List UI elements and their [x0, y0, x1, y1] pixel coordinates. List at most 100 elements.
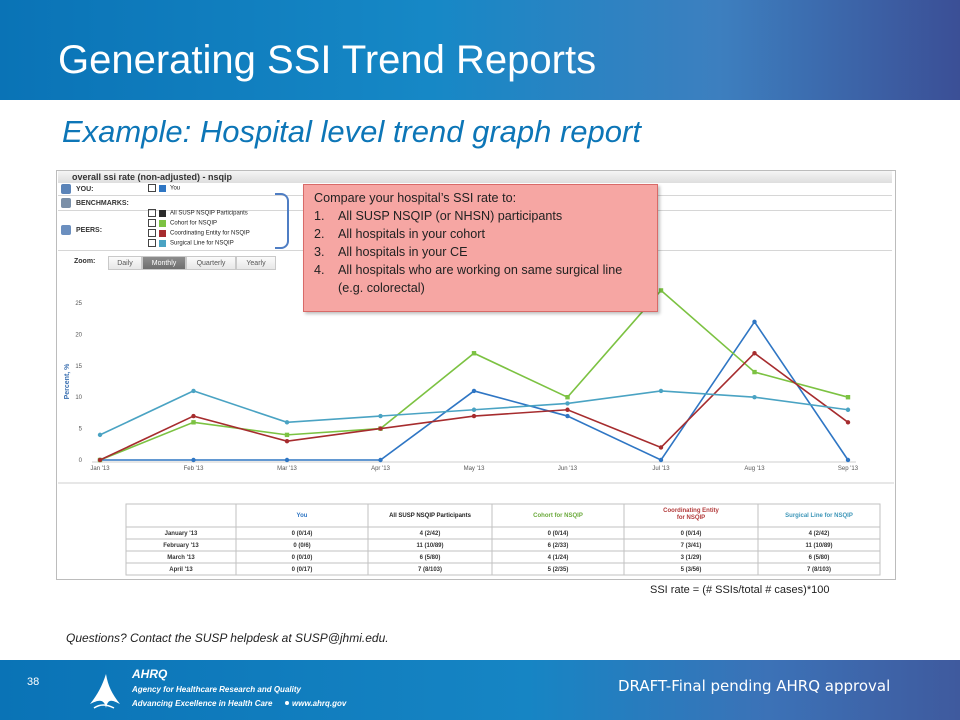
table-cell: 6 (2/33) [548, 543, 569, 549]
data-point [378, 413, 383, 419]
helpdesk-note: Questions? Contact the SUSP helpdesk at … [66, 631, 389, 645]
data-point [97, 432, 103, 438]
data-point [284, 457, 290, 463]
data-point [97, 457, 103, 463]
table-cell: 5 (2/35) [548, 567, 569, 573]
legend-item-coordinating[interactable]: Coordinating Entity for NSQIP [148, 229, 250, 239]
data-point [565, 413, 570, 419]
report-title: overall ssi rate (non-adjusted) - nsqip [58, 171, 892, 183]
ssi-rate-formula: SSI rate = (# SSIs/total # cases)*100 [650, 584, 830, 596]
legend-label: Coordinating Entity for NSQIP [170, 230, 250, 237]
x-tick-label: Sep '13 [838, 466, 859, 472]
legend-swatch [159, 229, 166, 237]
bullet-dot-icon [285, 701, 289, 705]
data-point [471, 413, 477, 419]
hhs-eagle-icon [90, 674, 120, 709]
table-header-cell: Coordinating Entity [663, 508, 719, 514]
row-label-peers: PEERS: [76, 227, 103, 234]
table-cell: 0 (0/14) [292, 531, 313, 537]
checkbox-icon[interactable] [148, 239, 156, 247]
y-tick-label: 0 [79, 458, 83, 464]
ahrq-mark: AHRQ [131, 667, 168, 681]
table-cell: 4 (1/24) [548, 555, 569, 561]
checkbox-icon[interactable] [148, 209, 156, 217]
callout-item: 1. All SUSP NSQIP (or NHSN) participants [314, 209, 563, 223]
callout-item-text: All SUSP NSQIP (or NHSN) participants [338, 209, 563, 223]
legend-label: Cohort for NSQIP [170, 220, 218, 227]
data-point [658, 388, 664, 394]
legend-item-all-susp[interactable]: All SUSP NSQIP Participants [148, 209, 248, 219]
x-tick-label: Aug '13 [744, 466, 765, 472]
callout-box: Compare your hospital’s SSI rate to: 1. A… [303, 184, 658, 312]
data-point [752, 319, 757, 325]
bracket-connector [275, 193, 289, 249]
data-point [658, 288, 664, 293]
y-tick-label: 20 [75, 332, 82, 338]
data-point [284, 420, 290, 425]
legend-item-cohort[interactable]: Cohort for NSQIP [148, 219, 217, 229]
table-header-cell: Cohort for NSQIP [533, 513, 583, 519]
callout-item-text: All hospitals in your cohort [338, 227, 485, 241]
legend-swatch [159, 184, 166, 192]
table-header-cell: Surgical Line for NSQIP [785, 513, 853, 519]
legend-label: All SUSP NSQIP Participants [170, 210, 248, 217]
data-point [658, 457, 664, 463]
data-point [565, 401, 570, 406]
trend-chart: 0 5 10 15 20 25 Percent, % Jan '13 Feb '13 Mar '1… [58, 288, 894, 576]
table-cell: 0 (0/17) [292, 567, 313, 573]
callout-item: 2. All hospitals in your cohort [314, 227, 485, 241]
data-point [191, 388, 196, 394]
checkbox-icon[interactable] [148, 184, 156, 192]
row-label-benchmarks: BENCHMARKS: [76, 200, 129, 207]
data-point [845, 395, 851, 400]
checkbox-icon[interactable] [148, 229, 156, 237]
legend-swatch [159, 219, 166, 227]
y-tick-label: 5 [79, 427, 83, 433]
callout-item-text: All hospitals in your CE [338, 245, 468, 259]
bar-chart-icon [61, 198, 71, 208]
footer-band [0, 660, 960, 720]
header-band [0, 0, 960, 100]
y-tick-label: 25 [75, 301, 82, 307]
slide-subtitle: Example: Hospital level trend graph repo… [62, 114, 641, 149]
table-cell: 5 (3/56) [681, 567, 702, 573]
legend-item-you[interactable]: You [148, 184, 180, 194]
y-tick-label: 10 [75, 395, 82, 401]
data-point [284, 438, 290, 444]
legend-label: Surgical Line for NSQIP [170, 240, 234, 247]
table-cell: 0 (0/6) [293, 543, 310, 549]
y-tick-label: 15 [75, 364, 82, 370]
data-point [378, 457, 383, 463]
legend-item-surgical-line[interactable]: Surgical Line for NSQIP [148, 239, 234, 249]
legend-swatch [159, 239, 166, 247]
table-cell: 6 (5/80) [809, 555, 830, 561]
data-point [845, 420, 851, 425]
table-cell: 11 (10/89) [416, 543, 443, 549]
table-cell: 0 (0/14) [681, 531, 702, 537]
slide-title: Generating SSI Trend Reports [58, 38, 597, 82]
checkbox-icon[interactable] [148, 219, 156, 227]
table-cell: 3 (1/29) [681, 555, 702, 561]
data-point [191, 420, 196, 425]
callout-item: 4. All hospitals who are working on same … [314, 263, 623, 295]
zoom-yearly-button[interactable]: Yearly [236, 256, 276, 270]
table-cell: January '13 [165, 531, 198, 537]
zoom-daily-button[interactable]: Daily [108, 256, 142, 270]
zoom-monthly-button[interactable]: Monthly [142, 256, 186, 270]
callout-item-text: All hospitals who are working on same su… [338, 263, 623, 295]
x-tick-label: May '13 [464, 466, 485, 472]
legend-label: You [170, 185, 181, 192]
table-cell: 4 (2/42) [420, 531, 441, 537]
table-header-cell: All SUSP NSQIP Participants [389, 513, 471, 519]
series-line [99, 390, 849, 436]
ahrq-agency-name: Agency for Healthcare Research and Quali… [131, 685, 302, 694]
zoom-quarterly-button[interactable]: Quarterly [186, 256, 236, 270]
table-header-cell: You [297, 513, 308, 519]
data-point [471, 388, 477, 394]
data-point [565, 395, 570, 400]
callout-heading: Compare your hospital’s SSI rate to: [314, 191, 517, 205]
callout-list: 1. All SUSP NSQIP (or NHSN) participants … [314, 207, 647, 297]
table-cell: March '13 [167, 555, 195, 561]
table-cell: 7 (8/103) [418, 567, 442, 573]
data-point [845, 407, 851, 412]
